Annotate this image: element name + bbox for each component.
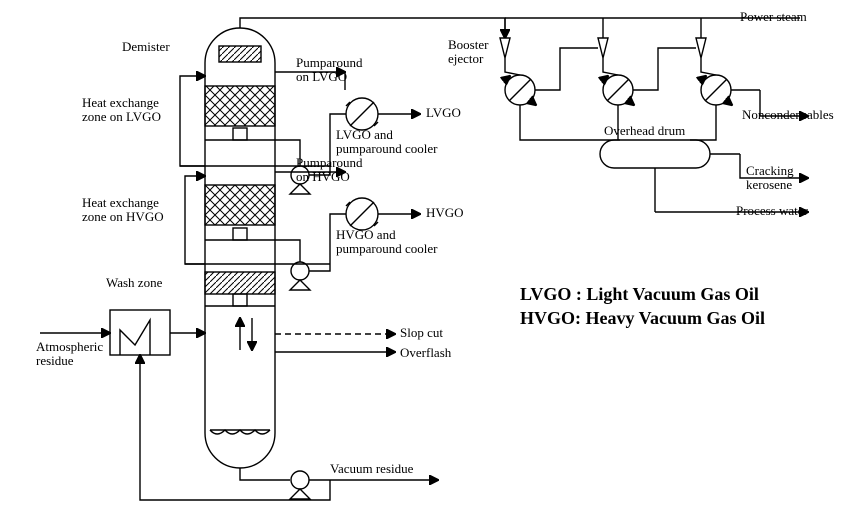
drum-label: Overhead drum	[604, 124, 685, 138]
wash-label: Wash zone	[106, 276, 162, 290]
power-steam-label: Power steam	[740, 10, 807, 24]
noncond-label: Noncondensables	[742, 108, 834, 122]
pumparound-hvgo-return	[185, 176, 205, 264]
residue-recycle-line	[140, 355, 330, 500]
pumparound-lvgo-return	[180, 76, 205, 166]
feed-heater	[110, 310, 170, 355]
booster-label: Boosterejector	[448, 38, 488, 67]
lvgo-zone	[205, 86, 275, 126]
lvgo-cool-label: LVGO andpumparound cooler	[336, 128, 437, 157]
overhead-vapor-line	[240, 18, 505, 38]
ejector-2	[598, 18, 608, 58]
condenser-2	[603, 75, 634, 105]
vac-res-label: Vacuum residue	[330, 462, 413, 476]
demister-pad	[219, 46, 261, 62]
hx-lvgo-label: Heat exchangezone on LVGO	[82, 96, 161, 125]
atm-res-label: Atmosphericresidue	[36, 340, 103, 369]
vacuum-residue-pump-icon	[290, 471, 310, 499]
condenser-1	[505, 75, 536, 105]
ejector-1	[500, 18, 510, 58]
hvgo-pump-icon	[290, 262, 310, 290]
proc-water-label: Process water	[736, 204, 808, 218]
lvgo-out-label: LVGO	[426, 106, 461, 120]
hvgo-cooler-icon	[346, 198, 378, 230]
crack-kero-label: Crackingkerosene	[746, 164, 794, 193]
overhead-drum	[600, 140, 710, 168]
demister-label: Demister	[122, 40, 170, 54]
hx-hvgo-label: Heat exchangezone on HVGO	[82, 196, 164, 225]
lvgo-cooler-icon	[346, 98, 378, 130]
legend-lvgo: LVGO : Light Vacuum Gas Oil	[520, 284, 759, 305]
overflash-label: Overflash	[400, 346, 451, 360]
wash-zone	[205, 272, 275, 294]
pa-lvgo-label: Pumparoundon LVGO	[296, 56, 362, 85]
condenser-3	[701, 75, 732, 105]
legend-hvgo: HVGO: Heavy Vacuum Gas Oil	[520, 308, 765, 329]
hvgo-out-label: HVGO	[426, 206, 464, 220]
pa-hvgo-label: Pumparoundon HVGO	[296, 156, 362, 185]
hvgo-cool-label: HVGO andpumparound cooler	[336, 228, 437, 257]
slop-label: Slop cut	[400, 326, 443, 340]
ejector-3	[696, 18, 706, 58]
hvgo-zone	[205, 185, 275, 225]
